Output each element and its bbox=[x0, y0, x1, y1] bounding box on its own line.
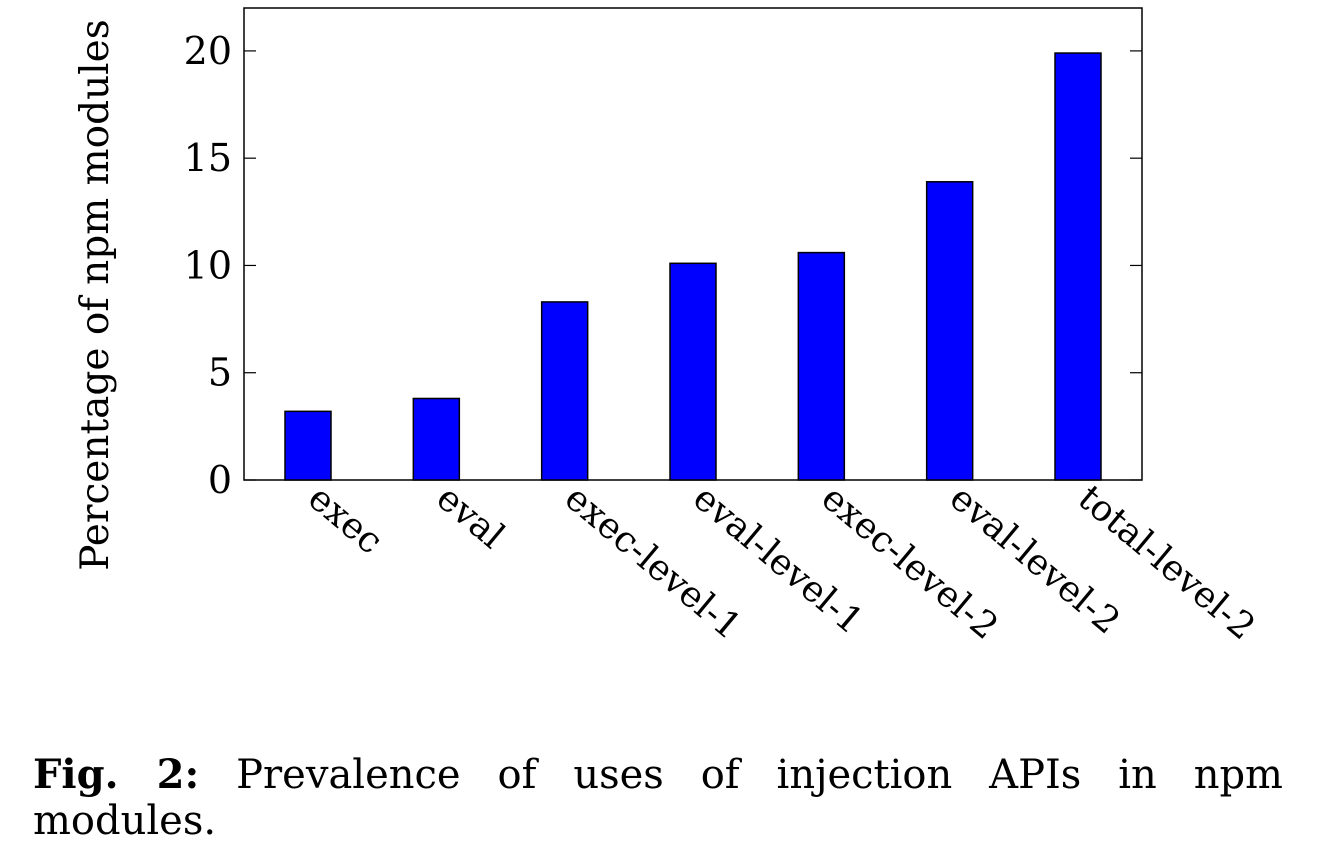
bar-exec bbox=[284, 410, 332, 481]
bar-exec-level-1 bbox=[540, 301, 589, 481]
caption-text: Prevalence of uses of injection APIs in … bbox=[33, 752, 1283, 844]
bar-eval-level-2 bbox=[925, 181, 974, 481]
bars-group bbox=[284, 52, 1102, 481]
figure-caption: Fig. 2: Prevalence of uses of injection … bbox=[33, 751, 1283, 845]
bar-eval bbox=[412, 397, 461, 481]
x-tick-label: exec bbox=[300, 477, 390, 562]
bar-eval-level-1 bbox=[669, 262, 717, 481]
bar-total-level-2 bbox=[1054, 52, 1102, 481]
x-tick-labels-group: exec eval exec-level-1eval-level-1exec-lev… bbox=[300, 477, 1262, 648]
y-tick-label: 5 bbox=[208, 351, 232, 395]
y-tick-label: 15 bbox=[184, 136, 232, 180]
y-ticks-group: 0 5 10 15 20 bbox=[184, 29, 1142, 502]
y-tick-label: 10 bbox=[184, 243, 232, 287]
x-tick-label: eval bbox=[429, 477, 513, 556]
y-tick-label: 20 bbox=[184, 29, 232, 73]
figure-label: Fig. 2: bbox=[33, 751, 200, 798]
bar-exec-level-2 bbox=[797, 251, 846, 481]
y-axis-label: Percentage of npm modules bbox=[73, 19, 118, 571]
y-tick-label: 0 bbox=[208, 458, 232, 502]
